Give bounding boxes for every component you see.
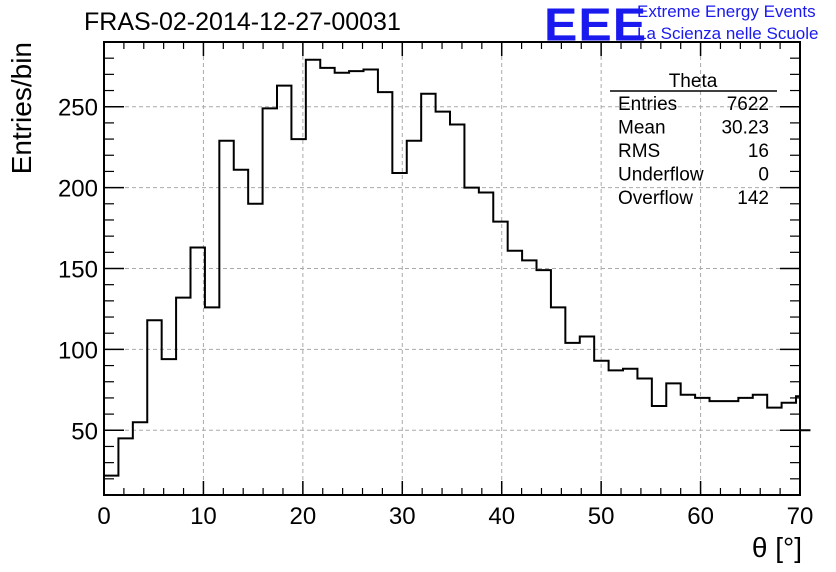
y-axis-title: Entries/bin bbox=[6, 42, 37, 174]
y-tick-label: 50 bbox=[71, 418, 98, 445]
stats-row-value: 142 bbox=[737, 188, 769, 209]
x-tick-label: 70 bbox=[787, 503, 814, 530]
stats-row-label: Mean bbox=[618, 118, 666, 139]
stats-row-label: Entries bbox=[618, 94, 677, 115]
stats-row-label: Underflow bbox=[618, 165, 704, 186]
x-tick-label: 30 bbox=[389, 503, 416, 530]
logo-tagline-2: La Scienza nelle Scuole bbox=[637, 24, 819, 43]
x-tick-label: 50 bbox=[588, 503, 615, 530]
grid-lines bbox=[104, 42, 800, 495]
stats-row-value: 7622 bbox=[727, 94, 769, 115]
y-tick-label: 150 bbox=[58, 257, 98, 284]
histogram-outline bbox=[104, 58, 811, 477]
x-tick-label: 10 bbox=[190, 503, 217, 530]
y-tick-label: 100 bbox=[58, 337, 98, 364]
y-tick-label: 250 bbox=[58, 95, 98, 122]
stats-row-label: RMS bbox=[618, 141, 660, 162]
plot-frame bbox=[103, 41, 801, 496]
x-tick-label: 60 bbox=[687, 503, 714, 530]
stats-row-label: Overflow bbox=[618, 188, 693, 209]
tick-labels: 0 10 20 30 40 50 60 70 50 100 150 200 250 bbox=[58, 95, 813, 530]
x-axis-title: θ [°] bbox=[752, 532, 802, 563]
eee-logo: EEE bbox=[544, 0, 648, 51]
x-tick-label: 40 bbox=[488, 503, 515, 530]
x-tick-label: 20 bbox=[290, 503, 317, 530]
stats-row-value: 0 bbox=[758, 165, 769, 186]
x-tick-label: 0 bbox=[97, 503, 110, 530]
stats-box: Theta Entries 7622 Mean 30.23 RMS 16 Underflow… bbox=[610, 71, 777, 209]
stats-row-value: 30.23 bbox=[721, 118, 769, 139]
chart-title: FRAS-02-2014-12-27-00031 bbox=[84, 8, 401, 36]
y-tick-label: 200 bbox=[58, 176, 98, 203]
logo-tagline-1: Extreme Energy Events bbox=[637, 2, 816, 21]
stats-title: Theta bbox=[669, 71, 718, 92]
stats-row-value: 16 bbox=[748, 141, 769, 162]
